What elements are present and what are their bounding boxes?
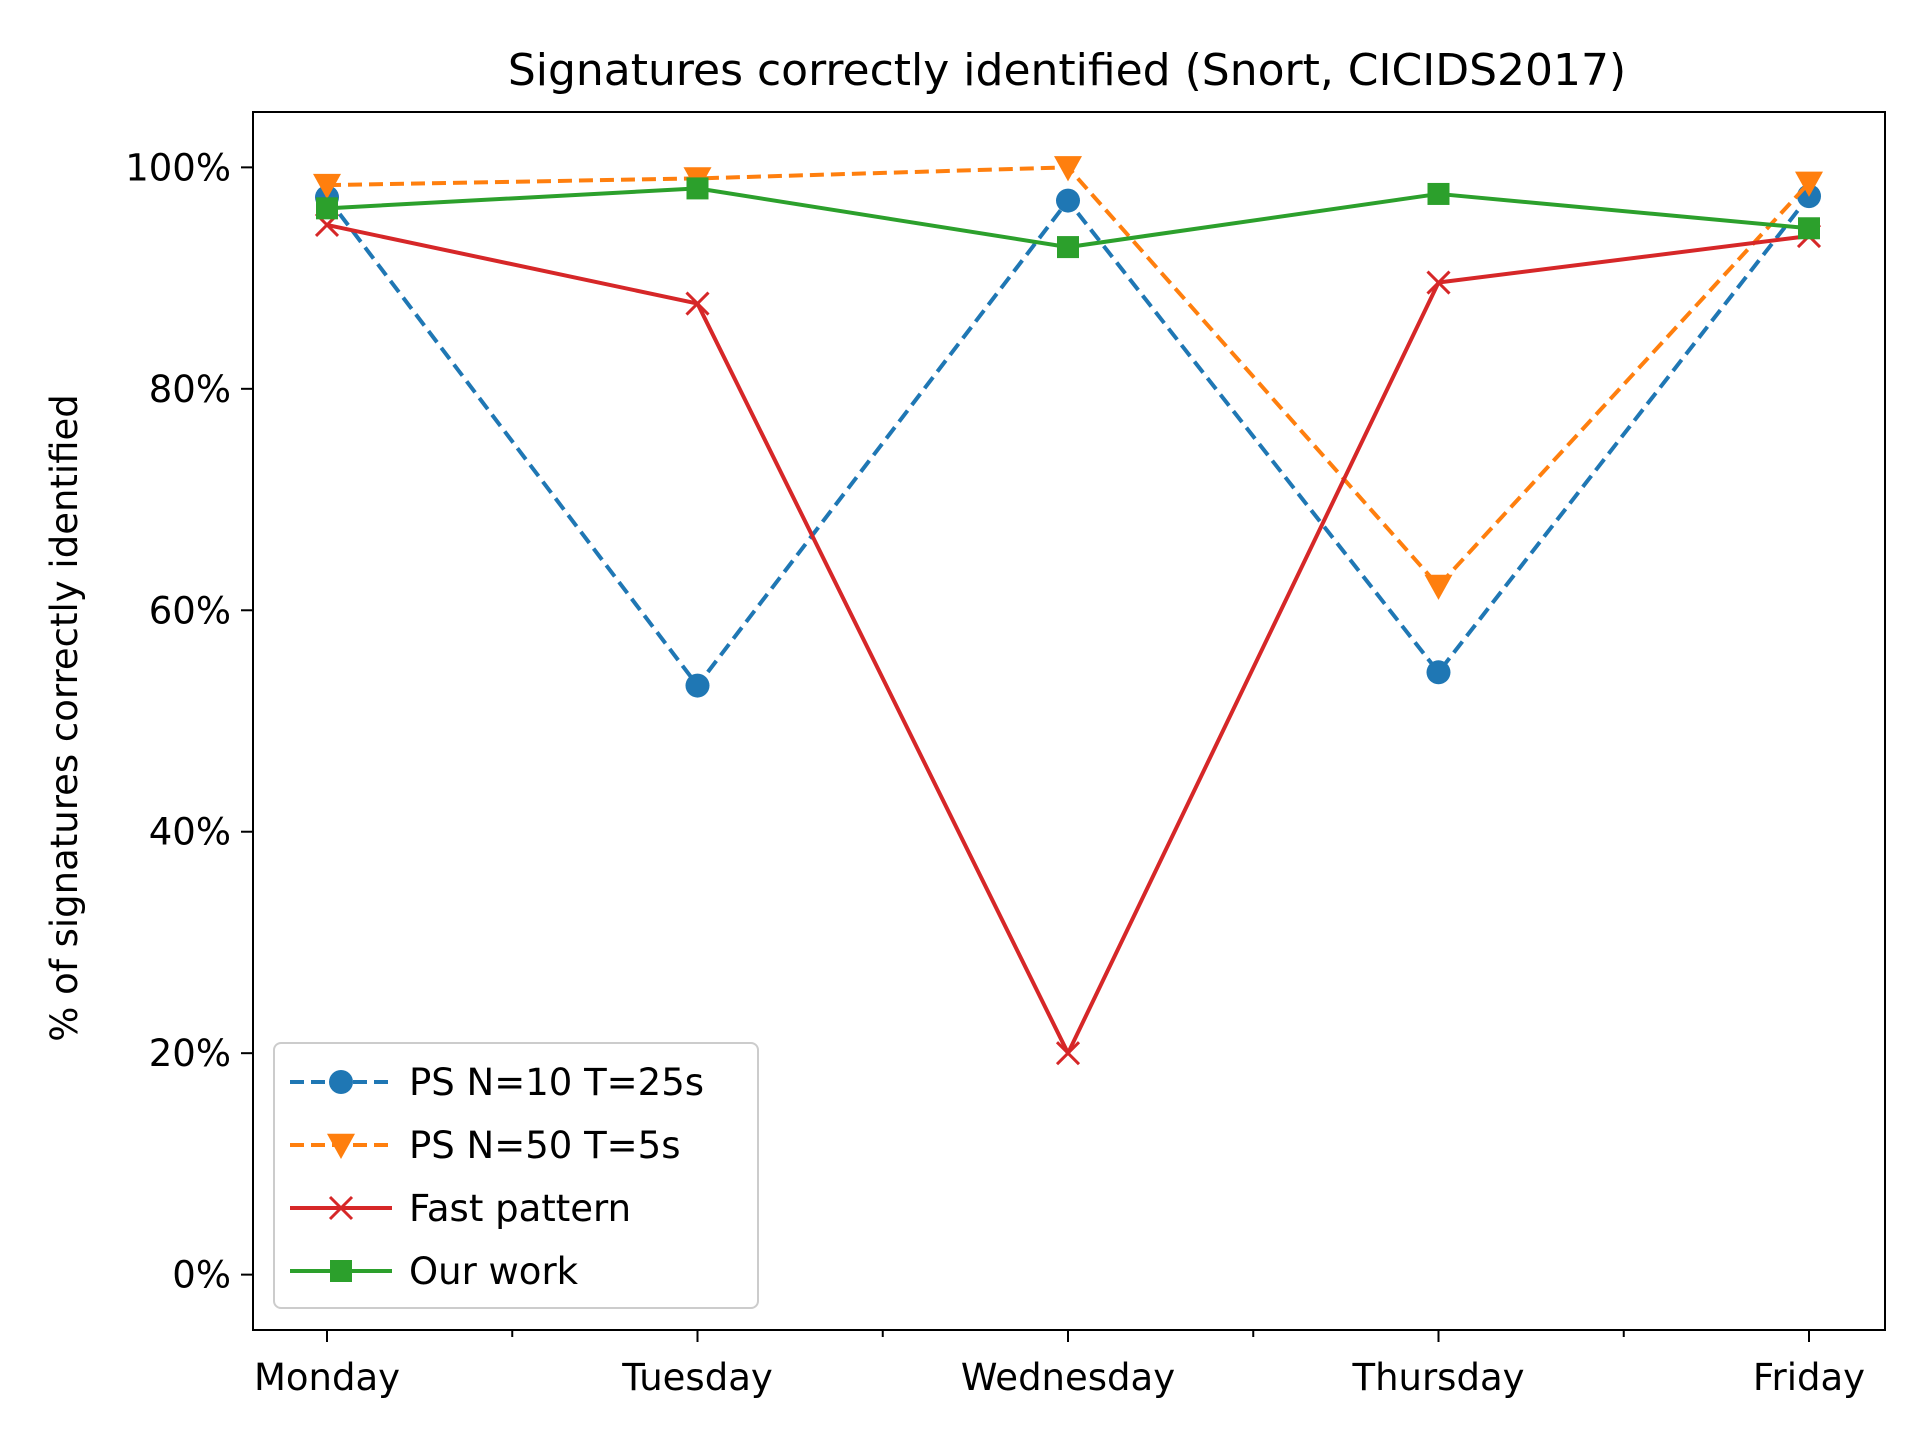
- legend-marker: [330, 1260, 352, 1282]
- legend-marker: [329, 1070, 353, 1094]
- data-point: [1427, 182, 1450, 205]
- y-tick-label: 60%: [149, 589, 231, 632]
- data-point: [1056, 188, 1080, 213]
- data-point: [313, 173, 341, 200]
- data-point: [685, 291, 710, 316]
- x-tick-label: Tuesday: [621, 1356, 773, 1399]
- data-point: [1054, 156, 1082, 182]
- chart-title: Signatures correctly identified (Snort, …: [508, 45, 1626, 96]
- legend-marker: [327, 1133, 355, 1159]
- x-tick-label: Monday: [254, 1356, 400, 1399]
- y-tick-label: 0%: [172, 1254, 231, 1297]
- legend-label: Our work: [409, 1250, 579, 1293]
- data-point: [685, 673, 710, 698]
- y-tick-label: 20%: [149, 1032, 231, 1075]
- data-point: [1798, 217, 1820, 240]
- data-point: [686, 177, 709, 200]
- legend-label: Fast pattern: [409, 1187, 631, 1230]
- data-point: [316, 197, 338, 220]
- y-tick-label: 100%: [125, 146, 231, 189]
- data-point: [1426, 660, 1451, 685]
- legend-marker: [328, 1195, 354, 1221]
- y-axis-label: % of signatures correctly identified: [43, 394, 86, 1041]
- legend-box: [273, 1042, 759, 1309]
- legend-label: PS N=10 T=25s: [409, 1061, 704, 1104]
- series-line: [326, 222, 1810, 1056]
- y-tick-label: 80%: [149, 368, 231, 411]
- legend-label: PS N=50 T=5s: [409, 1124, 681, 1167]
- series-line: [325, 194, 1811, 688]
- x-marker-stroke: [1426, 270, 1451, 295]
- plot-area: 0% 20% 40% 60% 80% 100% Monday Tuesday Wednesday…: [125, 111, 1886, 1399]
- data-point: [1424, 574, 1453, 600]
- x-tick-label: Thursday: [1351, 1356, 1524, 1399]
- y-tick-label: 40%: [149, 811, 231, 854]
- data-point: [1057, 236, 1079, 259]
- series-line: [326, 165, 1811, 588]
- x-tick-label: Friday: [1753, 1356, 1865, 1399]
- legend: PS N=10 T=25s PS N=50 T=5s Fast pattern Our…: [273, 1042, 759, 1309]
- x-tick-label: Wednesday: [961, 1356, 1175, 1399]
- x-marker-stroke: [685, 291, 710, 316]
- x-marker-stroke: [1055, 1041, 1081, 1066]
- x-marker-stroke: [328, 1195, 354, 1221]
- data-point: [1055, 1041, 1081, 1066]
- data-point: [1795, 171, 1823, 197]
- data-point: [1426, 270, 1451, 295]
